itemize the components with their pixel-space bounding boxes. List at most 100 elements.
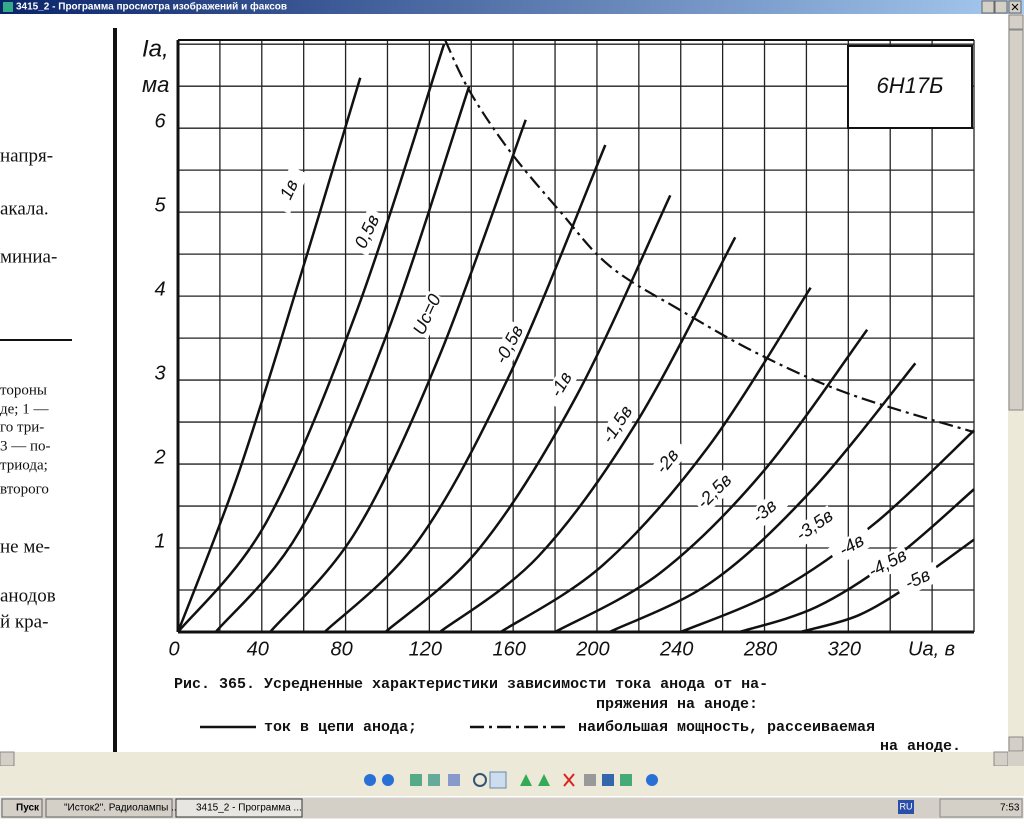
scroll-thumb[interactable] — [1008, 29, 1024, 411]
power-curve — [444, 39, 975, 434]
lang-box[interactable] — [898, 800, 914, 814]
curve — [499, 287, 812, 634]
h-scrollbar[interactable] — [0, 752, 1008, 766]
best-fit[interactable] — [410, 774, 422, 786]
scroll-left[interactable] — [0, 751, 15, 767]
toolbar-buttons — [364, 771, 658, 789]
x-tick-label: 120 — [409, 638, 442, 660]
legend-label: ток в цепи анода; — [264, 719, 417, 736]
toolbar — [0, 766, 1024, 796]
legend-label: наибольшая мощность, рассеиваемая — [578, 719, 875, 736]
curve — [176, 77, 362, 633]
save[interactable] — [602, 774, 614, 786]
caption: Рис. 365. Усредненные характеристики зав… — [174, 676, 768, 693]
maximize[interactable] — [994, 0, 1008, 14]
y-tick-label: 2 — [153, 446, 165, 468]
minimize[interactable] — [981, 0, 995, 14]
task-label: 3415_2 - Программа ... — [196, 803, 302, 814]
x-tick-label: 320 — [828, 638, 861, 660]
x-tick-label: 80 — [330, 638, 352, 660]
actual-size[interactable] — [428, 774, 440, 786]
label-bg — [791, 505, 839, 547]
label-bg — [827, 526, 877, 566]
scroll-up[interactable] — [1008, 14, 1024, 30]
rotate-cw[interactable] — [520, 774, 532, 786]
x-tick-label: 40 — [247, 638, 269, 660]
zoom-in[interactable] — [473, 773, 487, 787]
close-x — [1011, 3, 1019, 11]
lang: RU — [900, 801, 913, 811]
corner — [1008, 752, 1024, 766]
y-axis-label: Iа, — [142, 35, 169, 62]
x-tick-label: 280 — [743, 638, 777, 660]
label-bg — [542, 360, 582, 410]
task-label: "Исток2". Радиолампы ... — [64, 803, 179, 814]
y-tick-label: 5 — [154, 194, 166, 216]
text-fragment: триода; — [0, 457, 48, 473]
label-bg — [490, 320, 530, 370]
y-tick-label: 3 — [154, 362, 165, 384]
rotate-ccw[interactable] — [538, 774, 550, 786]
badge-box — [847, 45, 973, 129]
text-fragment: напря- — [0, 145, 53, 166]
curve — [799, 538, 975, 634]
text-fragment: второго — [0, 481, 49, 497]
x-tick-label: 160 — [492, 638, 525, 660]
window-buttons[interactable] — [981, 0, 1022, 14]
curve — [608, 362, 917, 634]
curve — [680, 429, 975, 634]
task-button[interactable] — [45, 798, 173, 818]
label-bg — [409, 290, 447, 340]
page-edge — [113, 28, 117, 752]
legend-label: на аноде. — [880, 738, 961, 755]
label-bg — [692, 469, 738, 515]
delete[interactable] — [563, 773, 575, 787]
x-tick-label: 240 — [659, 638, 693, 660]
curve — [269, 119, 527, 633]
y-tick-label: 6 — [154, 110, 166, 132]
y-tick-label: 4 — [154, 278, 165, 300]
label-bg — [741, 490, 789, 534]
caption: пряжения на аноде: — [596, 696, 758, 713]
edit[interactable] — [620, 774, 632, 786]
label-bg — [646, 438, 690, 486]
curve — [323, 144, 607, 633]
y-axis-unit: ма — [142, 72, 169, 97]
label-bg — [863, 544, 913, 584]
clock: 7:53 — [1000, 803, 1020, 814]
start-button[interactable] — [1, 798, 43, 818]
curve — [554, 328, 869, 634]
x-axis-label: Uа, в — [908, 638, 955, 660]
chart: 0 40 80 120 160 200 240 280 320 1 2 3 4 5 6 Iа, ма Uа, в 6… — [142, 35, 975, 755]
zoom-out[interactable] — [489, 771, 507, 789]
prev-button[interactable] — [364, 774, 376, 786]
window-title: 3415_2 - Программа просмотра изображений… — [16, 1, 287, 13]
app-icon — [3, 2, 13, 12]
badge: 6Н17Б — [877, 73, 944, 98]
title-bar — [0, 0, 1024, 14]
text-fragment: го три- — [0, 419, 44, 435]
slideshow[interactable] — [448, 774, 460, 786]
curve — [384, 194, 672, 633]
text-fragment: 3 — по- — [0, 438, 51, 454]
y-tick-label: 1 — [154, 530, 165, 552]
x-tick-label: 0 — [168, 638, 179, 660]
left-text: напря-акала. миниа-тороны де; 1 — го три- 3 … — [0, 145, 57, 632]
text-fragment: тороны — [0, 382, 47, 398]
help[interactable] — [646, 774, 658, 786]
text-fragment: акала. — [0, 198, 49, 219]
text-fragment: не ме- — [0, 536, 50, 557]
text-fragment: й кра- — [0, 611, 48, 632]
task-button[interactable] — [175, 798, 303, 818]
print[interactable] — [584, 774, 596, 786]
curve — [439, 236, 737, 633]
curve — [214, 85, 471, 633]
start-label: Пуск — [16, 803, 40, 814]
curve — [177, 43, 446, 633]
label-bg — [597, 401, 639, 449]
tray — [939, 798, 1023, 818]
scroll-right[interactable] — [993, 751, 1009, 767]
next-button[interactable] — [382, 774, 394, 786]
scroll-down[interactable] — [1008, 736, 1024, 752]
